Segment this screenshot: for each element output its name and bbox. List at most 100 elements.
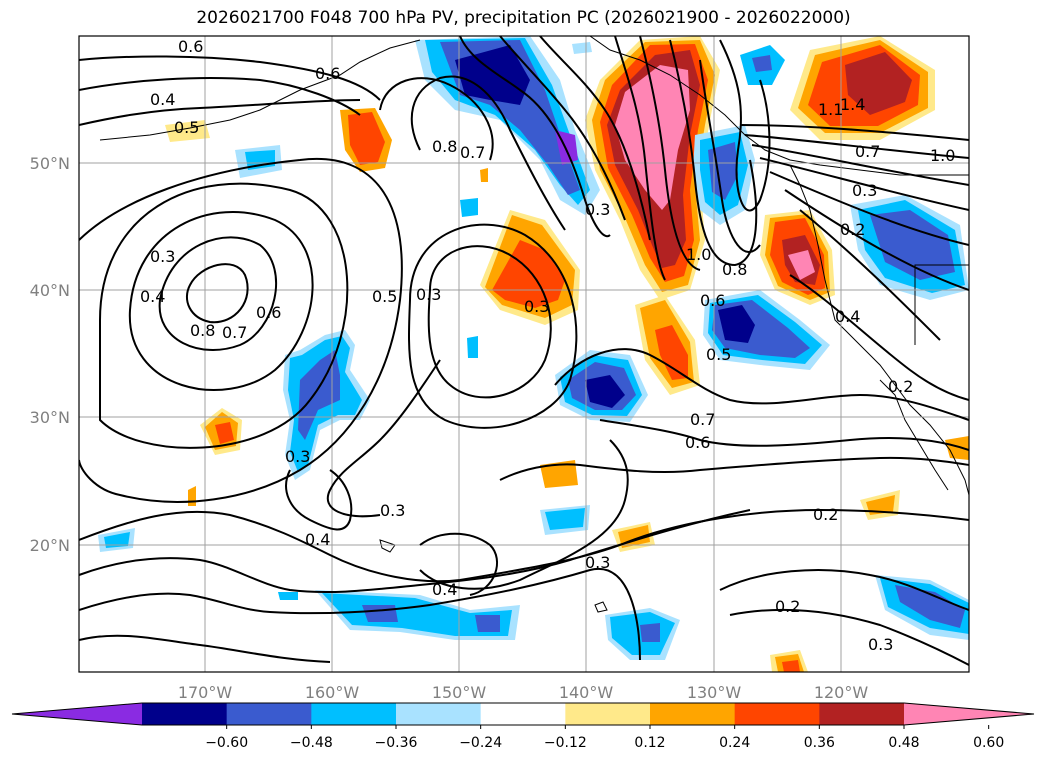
- precip-negative-region: [545, 508, 585, 530]
- contour-label: 0.3: [150, 247, 175, 266]
- lat-label: 50°N: [30, 154, 70, 173]
- precip-negative-region: [467, 336, 478, 358]
- precip-negative-region: [104, 532, 130, 548]
- colorbar-segment: [311, 703, 397, 725]
- colorbar-segment: [650, 703, 736, 725]
- contour-label: 0.4: [835, 307, 860, 326]
- contour-label: 0.3: [285, 447, 310, 466]
- precip-positive-region: [215, 422, 234, 444]
- contour-label: 1.4: [840, 95, 865, 114]
- colorbar-tick-label: −0.36: [375, 735, 418, 751]
- contour-label: 0.8: [722, 260, 747, 279]
- colorbar-segment: [819, 703, 905, 725]
- contour-label: 0.6: [315, 64, 340, 83]
- colorbar-extension-low: [12, 703, 142, 725]
- contour-label: 0.2: [813, 505, 838, 524]
- colorbar-outline: [11, 702, 1035, 726]
- colorbar-segment: [480, 703, 566, 725]
- colorbar-segment: [734, 703, 820, 725]
- contour-label: 0.6: [700, 291, 725, 310]
- contour-label: 0.4: [432, 580, 457, 599]
- contour-label: 0.4: [305, 530, 330, 549]
- colorbar-extension-high: [904, 703, 1034, 725]
- lat-label: 20°N: [30, 536, 70, 555]
- precip-negative-region: [362, 605, 398, 622]
- contour-label: 0.6: [256, 303, 281, 322]
- lon-label: 150°W: [432, 683, 487, 702]
- contour-label: 0.4: [150, 90, 175, 109]
- contour-label: 0.7: [690, 410, 715, 429]
- contour-label: 1.0: [686, 245, 711, 264]
- colorbar: −0.60 −0.48 −0.36 −0.24 −0.12 0.12 0.24 0.36 0.4…: [11, 702, 1035, 751]
- precip-negative-region: [475, 615, 500, 632]
- contour-label: 0.3: [380, 501, 405, 520]
- colorbar-segment: [142, 703, 228, 725]
- precip-positive-region: [845, 52, 912, 115]
- precip-negative-region: [895, 585, 965, 628]
- contour-label: 0.2: [775, 597, 800, 616]
- precip-negative-region: [718, 305, 755, 343]
- colorbar-tick-label: 0.48: [888, 735, 919, 751]
- contour-label: 0.2: [888, 377, 913, 396]
- contour-label: 0.3: [585, 553, 610, 572]
- precip-negative-region: [278, 592, 298, 600]
- map-title: 2026021700 F048 700 hPa PV, precipitatio…: [196, 8, 851, 28]
- contour-label: 0.8: [432, 137, 457, 156]
- contour-label: 0.7: [460, 143, 485, 162]
- lon-label: 130°W: [687, 683, 742, 702]
- precip-negative-region: [322, 593, 512, 636]
- map-frame: [78, 35, 970, 673]
- precip-positive-region: [492, 240, 565, 308]
- colorbar-segment: [565, 703, 651, 725]
- colorbar-tick-label: 0.36: [804, 735, 835, 751]
- contour-label: 0.3: [585, 200, 610, 219]
- precip-negative-region: [572, 42, 592, 54]
- precip-positive-region: [655, 325, 688, 380]
- contour-label: 0.7: [855, 142, 880, 161]
- longitude-labels: 170°W 160°W 150°W 140°W 130°W 120°W: [178, 683, 869, 702]
- colorbar-tick-label: 0.60: [973, 735, 1004, 751]
- precip-negative-region: [640, 623, 660, 642]
- precip-positive-region: [945, 436, 969, 460]
- latitude-labels: 50°N 40°N 30°N 20°N: [30, 154, 70, 555]
- precip-negative-region: [752, 55, 772, 72]
- precip-positive-region: [165, 120, 210, 142]
- colorbar-tick-label: −0.24: [459, 735, 502, 751]
- colorbar-tick-label: −0.48: [290, 735, 333, 751]
- contour-label: 0.7: [222, 323, 247, 342]
- colorbar-segment: [226, 703, 312, 725]
- lon-label: 170°W: [178, 683, 233, 702]
- lon-label: 140°W: [559, 683, 614, 702]
- colorbar-tick-label: −0.60: [205, 735, 248, 751]
- precip-positive-region: [788, 250, 815, 280]
- contour-label: 0.8: [190, 321, 215, 340]
- pv-contours: [79, 36, 969, 666]
- lat-label: 30°N: [30, 408, 70, 427]
- contour-label: 0.5: [706, 345, 731, 364]
- precip-positive-region: [782, 660, 800, 672]
- map-content: 0.6 0.6 0.4 0.5 0.8 0.7 0.3 0.4 0.8 0.7 …: [79, 36, 969, 672]
- precip-negative-region: [455, 45, 530, 105]
- precip-positive-region: [348, 112, 385, 165]
- contour-label: 0.6: [685, 433, 710, 452]
- colorbar-tick-label: −0.12: [544, 735, 587, 751]
- contour-label: 0.5: [372, 287, 397, 306]
- contour-label: 0.5: [174, 118, 199, 137]
- contour-label: 1.0: [930, 146, 955, 165]
- precip-positive-region: [540, 460, 578, 488]
- precip-negative-region: [585, 375, 625, 408]
- colorbar-segment: [396, 703, 482, 725]
- lon-label: 120°W: [814, 683, 869, 702]
- contour-labels: 0.6 0.6 0.4 0.5 0.8 0.7 0.3 0.4 0.8 0.7 …: [140, 37, 955, 654]
- contour-label: 0.3: [524, 297, 549, 316]
- precip-positive-region: [480, 168, 488, 182]
- contour-label: 0.4: [140, 287, 165, 306]
- precip-negative-region: [460, 198, 478, 217]
- contour-label: 1.1: [818, 100, 843, 119]
- lat-label: 40°N: [30, 281, 70, 300]
- contour-label: 0.2: [840, 220, 865, 239]
- gridlines: [79, 36, 969, 672]
- lon-label: 160°W: [305, 683, 360, 702]
- contour-label: 0.3: [868, 635, 893, 654]
